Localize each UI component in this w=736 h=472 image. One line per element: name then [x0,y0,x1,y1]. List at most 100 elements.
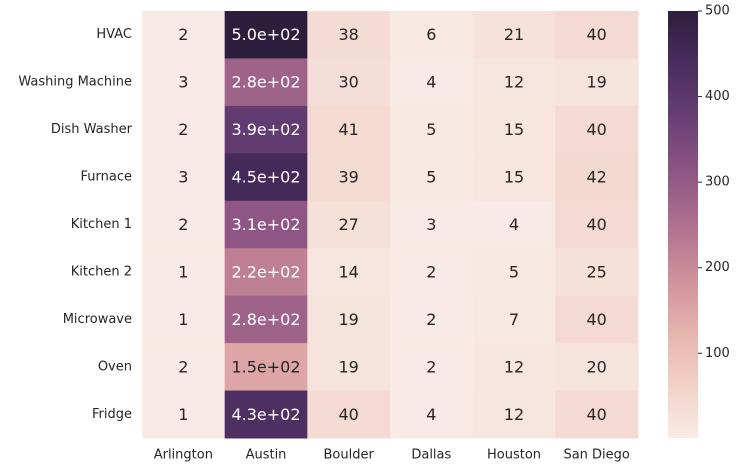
cell-value-label: 2 [178,25,188,44]
row-label: Furnace [81,170,132,185]
cell-value-label: 4 [426,405,436,424]
heatmap-cell [142,58,226,107]
cell-value-label: 25 [586,262,606,281]
cell-value-label: 12 [504,357,524,376]
cell-value-label: 1 [178,310,188,329]
heatmap-cell [390,11,474,59]
cell-value-label: 5 [426,168,436,187]
cell-value-label: 40 [586,120,606,139]
cell-value-label: 14 [338,262,358,281]
heatmap-cell [555,153,639,202]
heatmap-cell [224,153,308,202]
heatmap-cell [555,200,639,249]
heatmap-cell [224,248,308,297]
cell-value-label: 40 [586,215,606,234]
heatmap-cell [472,153,556,202]
heatmap-cell [224,390,308,439]
cell-value-label: 40 [586,310,606,329]
heatmap-cell [224,200,308,249]
heatmap-cell [142,390,226,439]
row-label: Kitchen 2 [71,264,132,279]
heatmap-cell [555,11,639,59]
row-label: Fridge [92,407,132,422]
cell-value-label: 1.5e+02 [231,357,300,376]
heatmap-cell [472,58,556,107]
row-labels: HVAC Washing Machine Dish Washer Furnace Kit… [18,27,132,422]
column-label: Houston [487,448,541,463]
heatmap-cell [472,105,556,154]
cell-value-label: 19 [338,357,358,376]
heatmap-cell [555,105,639,154]
colorbar-tick-label: 300 [705,175,730,190]
cell-value-label: 2.8e+02 [231,310,300,329]
heatmap-cell [142,105,226,154]
heatmap-cell [224,295,308,344]
colorbar-ticks: 100 200 300 400 500 [698,4,730,361]
column-label: Dallas [411,448,451,463]
heatmap-cell [555,248,639,297]
heatmap-cell [307,343,391,392]
heatmap-cell [224,343,308,392]
row-label: Washing Machine [18,75,132,90]
column-label: Boulder [324,448,375,463]
colorbar-tick-label: 100 [705,346,730,361]
heatmap-cell [472,11,556,59]
cell-value-label: 40 [586,25,606,44]
cell-value-label: 5 [426,120,436,139]
row-label: Dish Washer [51,122,133,137]
column-label: San Diego [563,448,629,463]
cell-value-label: 5.0e+02 [231,25,300,44]
heatmap-cell [390,153,474,202]
heatmap-cell [142,11,226,59]
cell-value-label: 12 [504,73,524,92]
cell-value-label: 38 [338,25,358,44]
heatmap-cell [142,153,226,202]
heatmap-cell [224,105,308,154]
heatmap-cell [390,295,474,344]
heatmap-cell [472,343,556,392]
heatmap-cell [390,105,474,154]
row-label: HVAC [96,27,132,42]
heatmap-cell [555,390,639,439]
cell-value-label: 20 [586,357,606,376]
cell-value-label: 21 [504,25,524,44]
cell-value-label: 3.9e+02 [231,120,300,139]
cell-value-label: 41 [338,120,358,139]
heatmap-cell [307,58,391,107]
colorbar-tick-label: 500 [705,4,730,19]
cell-value-label: 2 [178,120,188,139]
cell-value-label: 2.2e+02 [231,262,300,281]
cell-value-label: 2 [178,215,188,234]
cell-value-label: 4 [509,215,519,234]
row-label: Microwave [63,312,132,327]
cell-value-label: 3 [178,168,188,187]
cell-value-label: 4 [426,73,436,92]
cell-value-label: 1 [178,405,188,424]
cell-value-label: 39 [338,168,358,187]
heatmap-cell [390,58,474,107]
heatmap-cells: 2 5.0e+02 38 6 21 403 2.8e+02 30 4 12 192 3.9e+02 41… [142,11,639,439]
heatmap-cell [307,248,391,297]
heatmap-cell [390,343,474,392]
heatmap-cell [390,248,474,297]
heatmap-cell [472,390,556,439]
cell-value-label: 6 [426,25,436,44]
cell-value-label: 4.3e+02 [231,405,300,424]
column-label: Austin [246,448,287,463]
cell-value-label: 12 [504,405,524,424]
cell-value-label: 15 [504,120,524,139]
cell-value-label: 40 [338,405,358,424]
cell-value-label: 2 [426,310,436,329]
cell-value-label: 19 [338,310,358,329]
heatmap-cell [224,11,308,59]
heatmap-cell [472,248,556,297]
heatmap-cell [224,58,308,107]
heatmap-cell [307,200,391,249]
heatmap-cell [555,295,639,344]
heatmap-cell [307,390,391,439]
heatmap-cell [555,58,639,107]
heatmap-cell [142,343,226,392]
colorbar-tick-label: 200 [705,260,730,275]
heatmap-cell [390,200,474,249]
cell-value-label: 3 [178,73,188,92]
